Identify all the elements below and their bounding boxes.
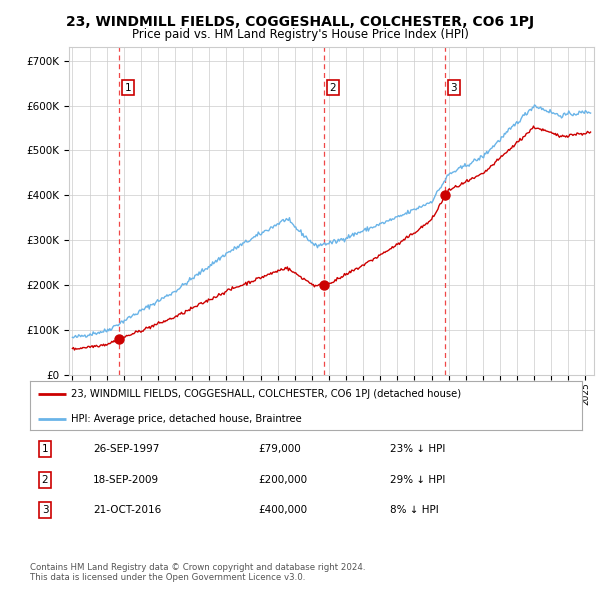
Text: 3: 3 xyxy=(451,83,457,93)
Text: 23, WINDMILL FIELDS, COGGESHALL, COLCHESTER, CO6 1PJ (detached house): 23, WINDMILL FIELDS, COGGESHALL, COLCHES… xyxy=(71,389,461,399)
Text: 2: 2 xyxy=(329,83,336,93)
Text: HPI: Average price, detached house, Braintree: HPI: Average price, detached house, Brai… xyxy=(71,414,302,424)
Text: £400,000: £400,000 xyxy=(258,506,307,515)
Text: 2: 2 xyxy=(41,475,49,484)
Text: 29% ↓ HPI: 29% ↓ HPI xyxy=(390,475,445,484)
Text: 1: 1 xyxy=(41,444,49,454)
Text: Price paid vs. HM Land Registry's House Price Index (HPI): Price paid vs. HM Land Registry's House … xyxy=(131,28,469,41)
Text: £79,000: £79,000 xyxy=(258,444,301,454)
Text: 26-SEP-1997: 26-SEP-1997 xyxy=(93,444,160,454)
Text: 21-OCT-2016: 21-OCT-2016 xyxy=(93,506,161,515)
Text: 23% ↓ HPI: 23% ↓ HPI xyxy=(390,444,445,454)
Text: 23, WINDMILL FIELDS, COGGESHALL, COLCHESTER, CO6 1PJ: 23, WINDMILL FIELDS, COGGESHALL, COLCHES… xyxy=(66,15,534,29)
Text: £200,000: £200,000 xyxy=(258,475,307,484)
Text: 1: 1 xyxy=(124,83,131,93)
Text: Contains HM Land Registry data © Crown copyright and database right 2024.
This d: Contains HM Land Registry data © Crown c… xyxy=(30,563,365,582)
Text: 18-SEP-2009: 18-SEP-2009 xyxy=(93,475,159,484)
Text: 3: 3 xyxy=(41,506,49,515)
Text: 8% ↓ HPI: 8% ↓ HPI xyxy=(390,506,439,515)
